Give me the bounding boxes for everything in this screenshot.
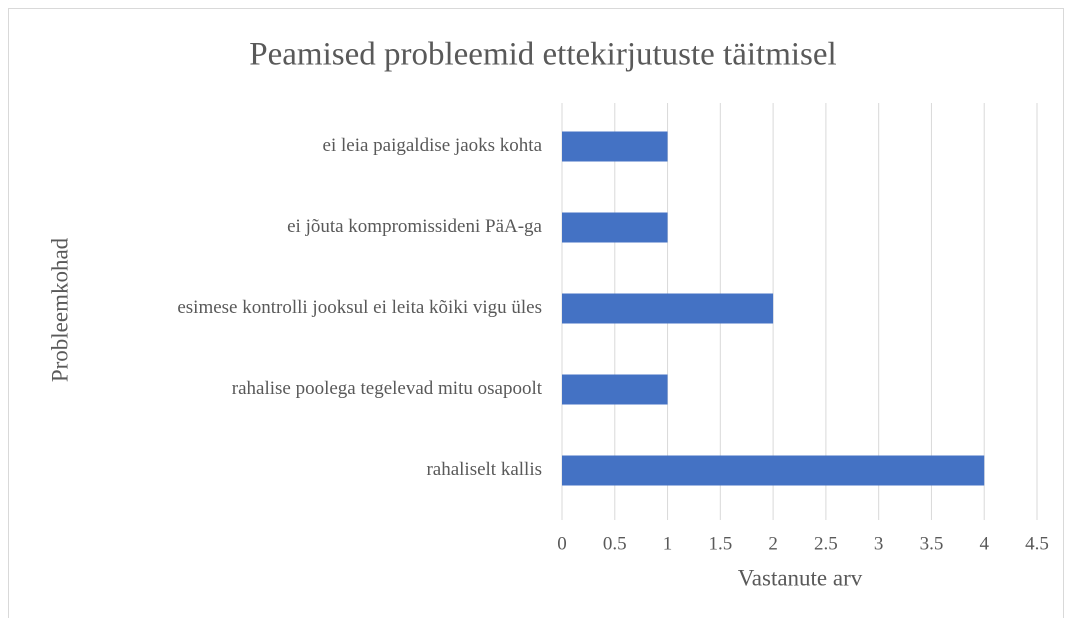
chart-title: Peamised probleemid ettekirjutuste täitm… bbox=[249, 37, 836, 73]
x-tick-label: 3.5 bbox=[920, 533, 944, 554]
bar bbox=[562, 212, 668, 243]
chart-border bbox=[8, 8, 1064, 618]
bar bbox=[562, 131, 668, 162]
x-tick-label: 1 bbox=[663, 533, 673, 554]
y-axis-title: Probleemkohad bbox=[47, 237, 72, 382]
bar bbox=[562, 374, 668, 405]
y-tick-label: rahalise poolega tegelevad mitu osapoolt bbox=[232, 378, 543, 399]
x-axis-title: Vastanute arv bbox=[738, 565, 863, 590]
bar bbox=[562, 293, 774, 324]
x-tick-label: 4.5 bbox=[1025, 533, 1049, 554]
x-tick-label: 2 bbox=[768, 533, 778, 554]
x-tick-label: 1.5 bbox=[708, 533, 732, 554]
x-tick-label: 2.5 bbox=[814, 533, 838, 554]
y-tick-label: ei jõuta kompromissideni PäA-ga bbox=[287, 216, 542, 237]
x-tick-label: 0 bbox=[557, 533, 567, 554]
y-tick-label: ei leia paigaldise jaoks kohta bbox=[323, 135, 543, 156]
x-tick-label: 3 bbox=[874, 533, 884, 554]
y-tick-label: esimese kontrolli jooksul ei leita kõiki… bbox=[177, 297, 542, 318]
y-tick-label: rahaliselt kallis bbox=[426, 459, 542, 480]
x-tick-label: 0.5 bbox=[603, 533, 627, 554]
x-tick-label: 4 bbox=[979, 533, 989, 554]
bar bbox=[562, 455, 985, 486]
